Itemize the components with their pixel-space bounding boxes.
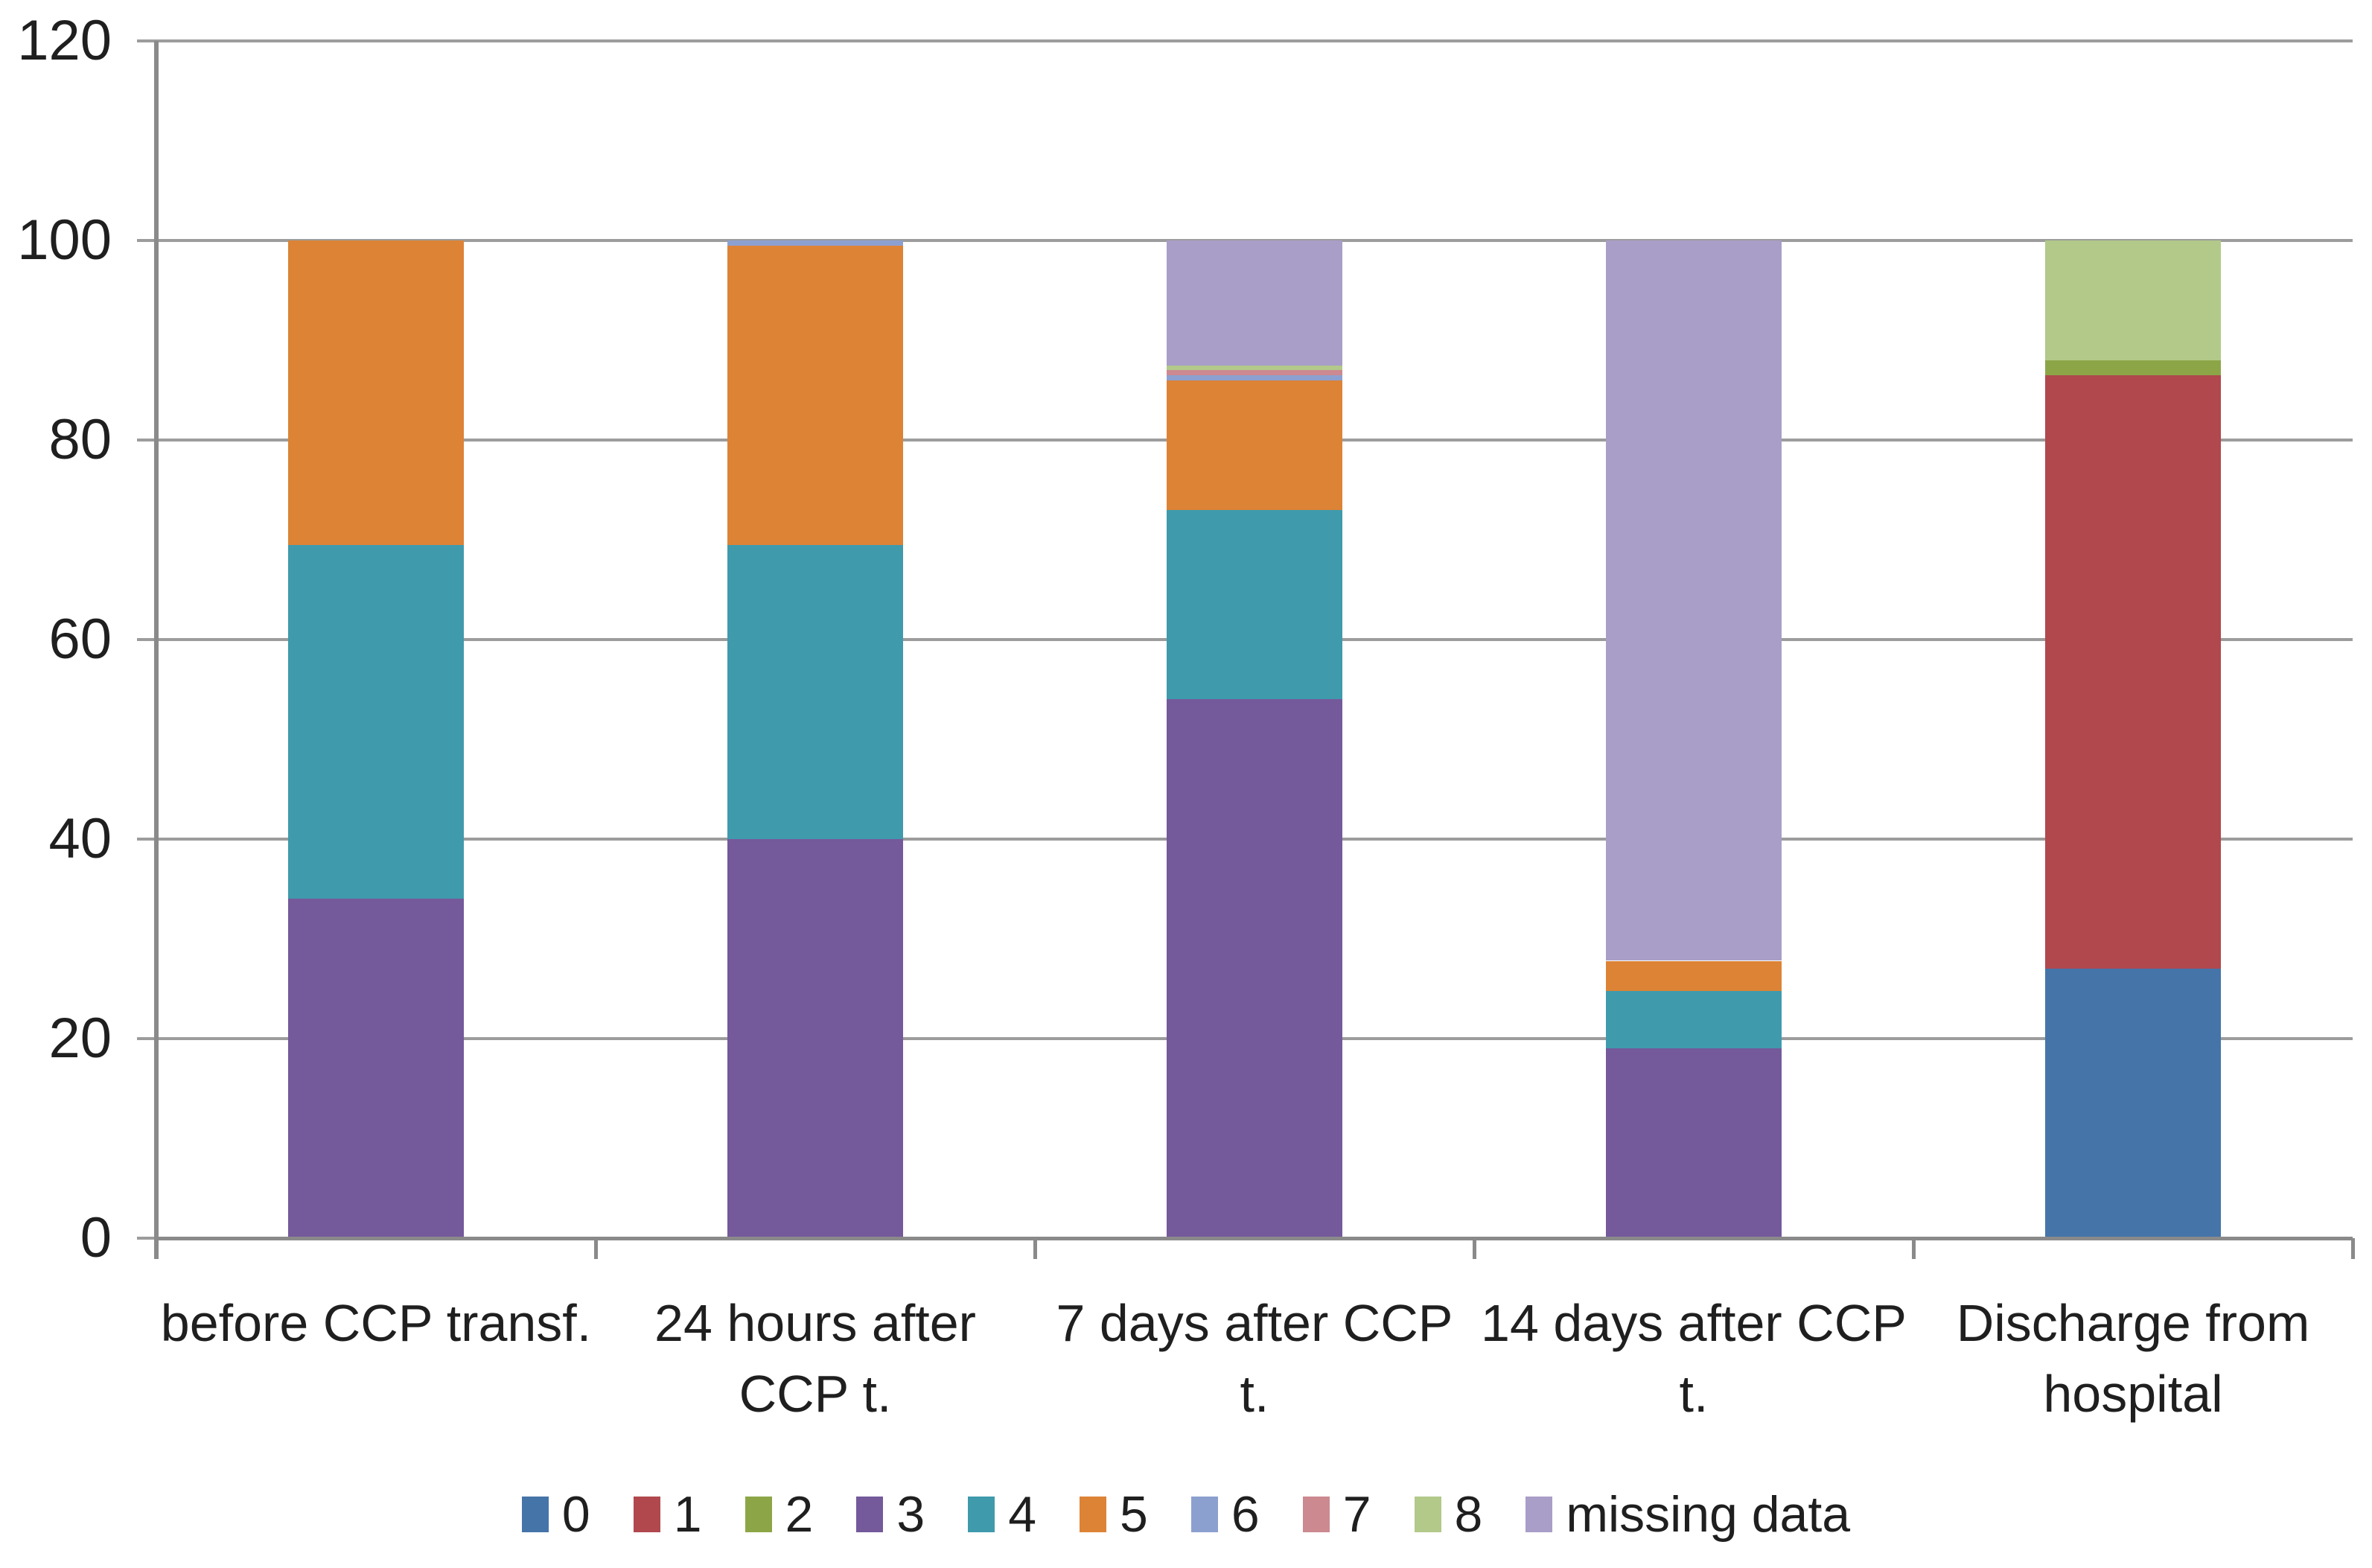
x-axis-label-line: 14 days after CCP <box>1481 1294 1907 1352</box>
bar-4 <box>1474 41 1913 1238</box>
bar-5 <box>1913 41 2353 1238</box>
y-tick-mark <box>137 838 156 841</box>
y-tick-mark <box>137 1037 156 1040</box>
gridline-120 <box>156 39 2353 42</box>
legend-label: 1 <box>673 1486 702 1543</box>
legend-item-1: 1 <box>633 1485 702 1543</box>
bar-segment-score-3 <box>1167 699 1342 1238</box>
bar-segment-score-4 <box>288 544 464 899</box>
legend-label: 3 <box>896 1486 925 1543</box>
legend-item-7: 7 <box>1302 1485 1371 1543</box>
bar-segment-score-8 <box>2045 240 2221 360</box>
y-tick-mark <box>137 39 156 42</box>
bar-3 <box>1035 41 1474 1238</box>
x-tick-mark <box>1033 1238 1037 1259</box>
y-axis-label-20: 20 <box>48 1007 112 1070</box>
legend-swatch-icon <box>521 1497 549 1532</box>
x-axis-label-line: hospital <box>2043 1365 2223 1423</box>
legend-label: 2 <box>785 1486 814 1543</box>
x-axis-label-4: 14 days after CCP t. <box>1474 1288 1913 1430</box>
legend-swatch-icon <box>1190 1497 1218 1532</box>
bar-segment-score-0 <box>2045 969 2221 1238</box>
bar-segment-score-4 <box>1167 509 1342 700</box>
bar-segment-score-3 <box>288 899 464 1238</box>
y-axis-label-80: 80 <box>48 408 112 471</box>
x-axis-label-line: 7 days after CCP t. <box>1056 1294 1453 1423</box>
x-tick-mark <box>1912 1238 1916 1259</box>
x-axis-label-5: Discharge from hospital <box>1913 1288 2353 1430</box>
legend-item-8: 8 <box>1414 1485 1483 1543</box>
legend-label: missing data <box>1566 1486 1851 1543</box>
y-axis-label-60: 60 <box>48 608 112 671</box>
x-axis-label-3: 7 days after CCP t. <box>1035 1288 1474 1430</box>
bar-2 <box>596 41 1035 1238</box>
bar-segment-score-4 <box>1606 990 1782 1049</box>
x-axis-label-line: Discharge from <box>1956 1294 2310 1352</box>
y-tick-mark <box>137 239 156 242</box>
plot-area <box>137 39 2355 1259</box>
bar-segment-score-8 <box>1167 365 1342 371</box>
legend-item-6: 6 <box>1190 1485 1260 1543</box>
x-axis-label-line: before CCP transf. <box>160 1294 592 1352</box>
legend-swatch-icon <box>1302 1497 1330 1532</box>
bar-segment-score-5 <box>1167 380 1342 510</box>
legend-label: 6 <box>1231 1486 1260 1543</box>
chart-legend: 0 1 2 3 4 5 6 7 8 missing data <box>0 1485 2372 1543</box>
legend-label: 4 <box>1008 1486 1037 1543</box>
y-axis-label-100: 100 <box>17 208 112 272</box>
bar-segment-score-6 <box>727 240 903 246</box>
legend-label: 8 <box>1454 1486 1483 1543</box>
legend-swatch-icon <box>856 1497 884 1532</box>
legend-swatch-icon <box>1080 1497 1107 1532</box>
y-axis-line <box>154 41 159 1259</box>
bar-segment-score-5 <box>288 240 464 545</box>
y-tick-mark <box>137 638 156 641</box>
bar-segment-score-2 <box>2045 360 2221 375</box>
y-tick-mark <box>137 1237 156 1240</box>
x-tick-mark <box>594 1238 598 1259</box>
bar-segment-score-7 <box>1167 370 1342 375</box>
legend-item-4: 4 <box>968 1485 1036 1543</box>
x-axis-label-1: before CCP transf. <box>156 1288 596 1359</box>
y-tick-mark <box>137 439 156 442</box>
bar-1 <box>156 41 596 1238</box>
x-axis-label-line: t. <box>1679 1365 1709 1423</box>
legend-swatch-icon <box>968 1497 995 1532</box>
legend-label: 0 <box>561 1486 590 1543</box>
bar-segment-score-missing-data <box>1167 240 1342 366</box>
x-axis-line <box>156 1237 2353 1240</box>
x-axis-label-line: CCP t. <box>739 1365 892 1423</box>
bar-segment-score-6 <box>1167 375 1342 380</box>
bar-segment-score-5 <box>1606 960 1782 991</box>
bar-segment-score-5 <box>727 245 903 545</box>
bar-segment-score-1 <box>2045 375 2221 969</box>
bar-segment-score-3 <box>1606 1048 1782 1238</box>
y-axis-label-40: 40 <box>48 807 112 870</box>
x-tick-mark <box>2351 1238 2355 1259</box>
y-axis-label-120: 120 <box>17 9 112 72</box>
legend-label: 5 <box>1120 1486 1148 1543</box>
bar-segment-score-3 <box>727 839 903 1238</box>
legend-swatch-icon <box>1414 1497 1441 1532</box>
bar-segment-score-4 <box>727 544 903 839</box>
legend-item-0: 0 <box>521 1485 590 1543</box>
bar-segment-score-missing-data <box>1606 240 1782 961</box>
legend-swatch-icon <box>633 1497 660 1532</box>
y-axis-label-0: 0 <box>80 1206 112 1269</box>
legend-swatch-icon <box>1525 1497 1553 1532</box>
legend-item-2: 2 <box>745 1485 814 1543</box>
legend-swatch-icon <box>745 1497 772 1532</box>
x-axis-label-2: 24 hours after CCP t. <box>596 1288 1035 1430</box>
x-axis-label-line: 24 hours after <box>654 1294 976 1352</box>
legend-label: 7 <box>1342 1486 1371 1543</box>
legend-item-3: 3 <box>856 1485 925 1543</box>
legend-item-missing-data: missing data <box>1525 1485 1850 1543</box>
legend-item-5: 5 <box>1080 1485 1148 1543</box>
x-tick-mark <box>1473 1238 1476 1259</box>
